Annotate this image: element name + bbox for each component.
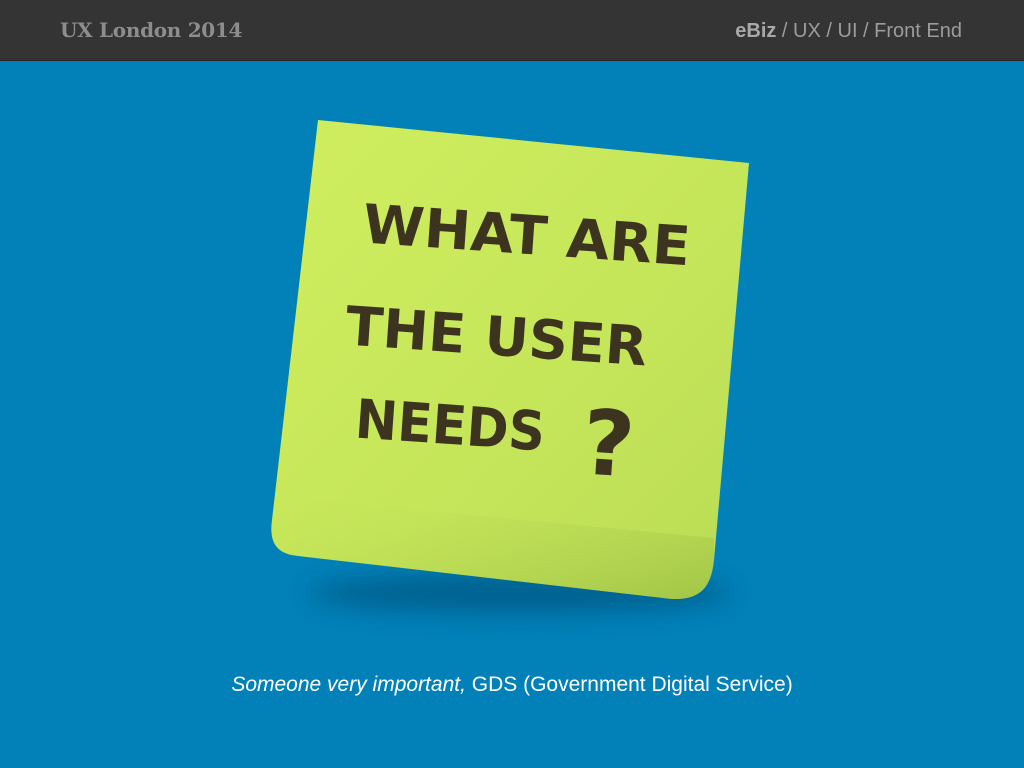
event-title: UX London 2014 bbox=[60, 18, 243, 42]
attribution-source: GDS (Government Digital Service) bbox=[465, 673, 793, 696]
topic-strong: eBiz bbox=[735, 20, 777, 42]
sticky-note: WHAT ARE THE USER NEEDS ? bbox=[270, 118, 754, 618]
sticky-note-curl bbox=[271, 498, 714, 600]
sticky-note-graphic: WHAT ARE THE USER NEEDS ? bbox=[271, 120, 749, 600]
header-bar: UX London 2014 eBiz / UX / UI / Front En… bbox=[0, 0, 1024, 61]
sticky-note-paper bbox=[271, 120, 749, 600]
note-question-mark: ? bbox=[579, 390, 638, 498]
note-line-3: NEEDS bbox=[353, 387, 547, 463]
topic-breadcrumb: eBiz / UX / UI / Front End bbox=[735, 18, 962, 44]
attribution-person: Someone very important, bbox=[231, 673, 466, 696]
quote-attribution: Someone very important, GDS (Government … bbox=[0, 671, 1024, 699]
topic-rest: / UX / UI / Front End bbox=[776, 20, 962, 42]
